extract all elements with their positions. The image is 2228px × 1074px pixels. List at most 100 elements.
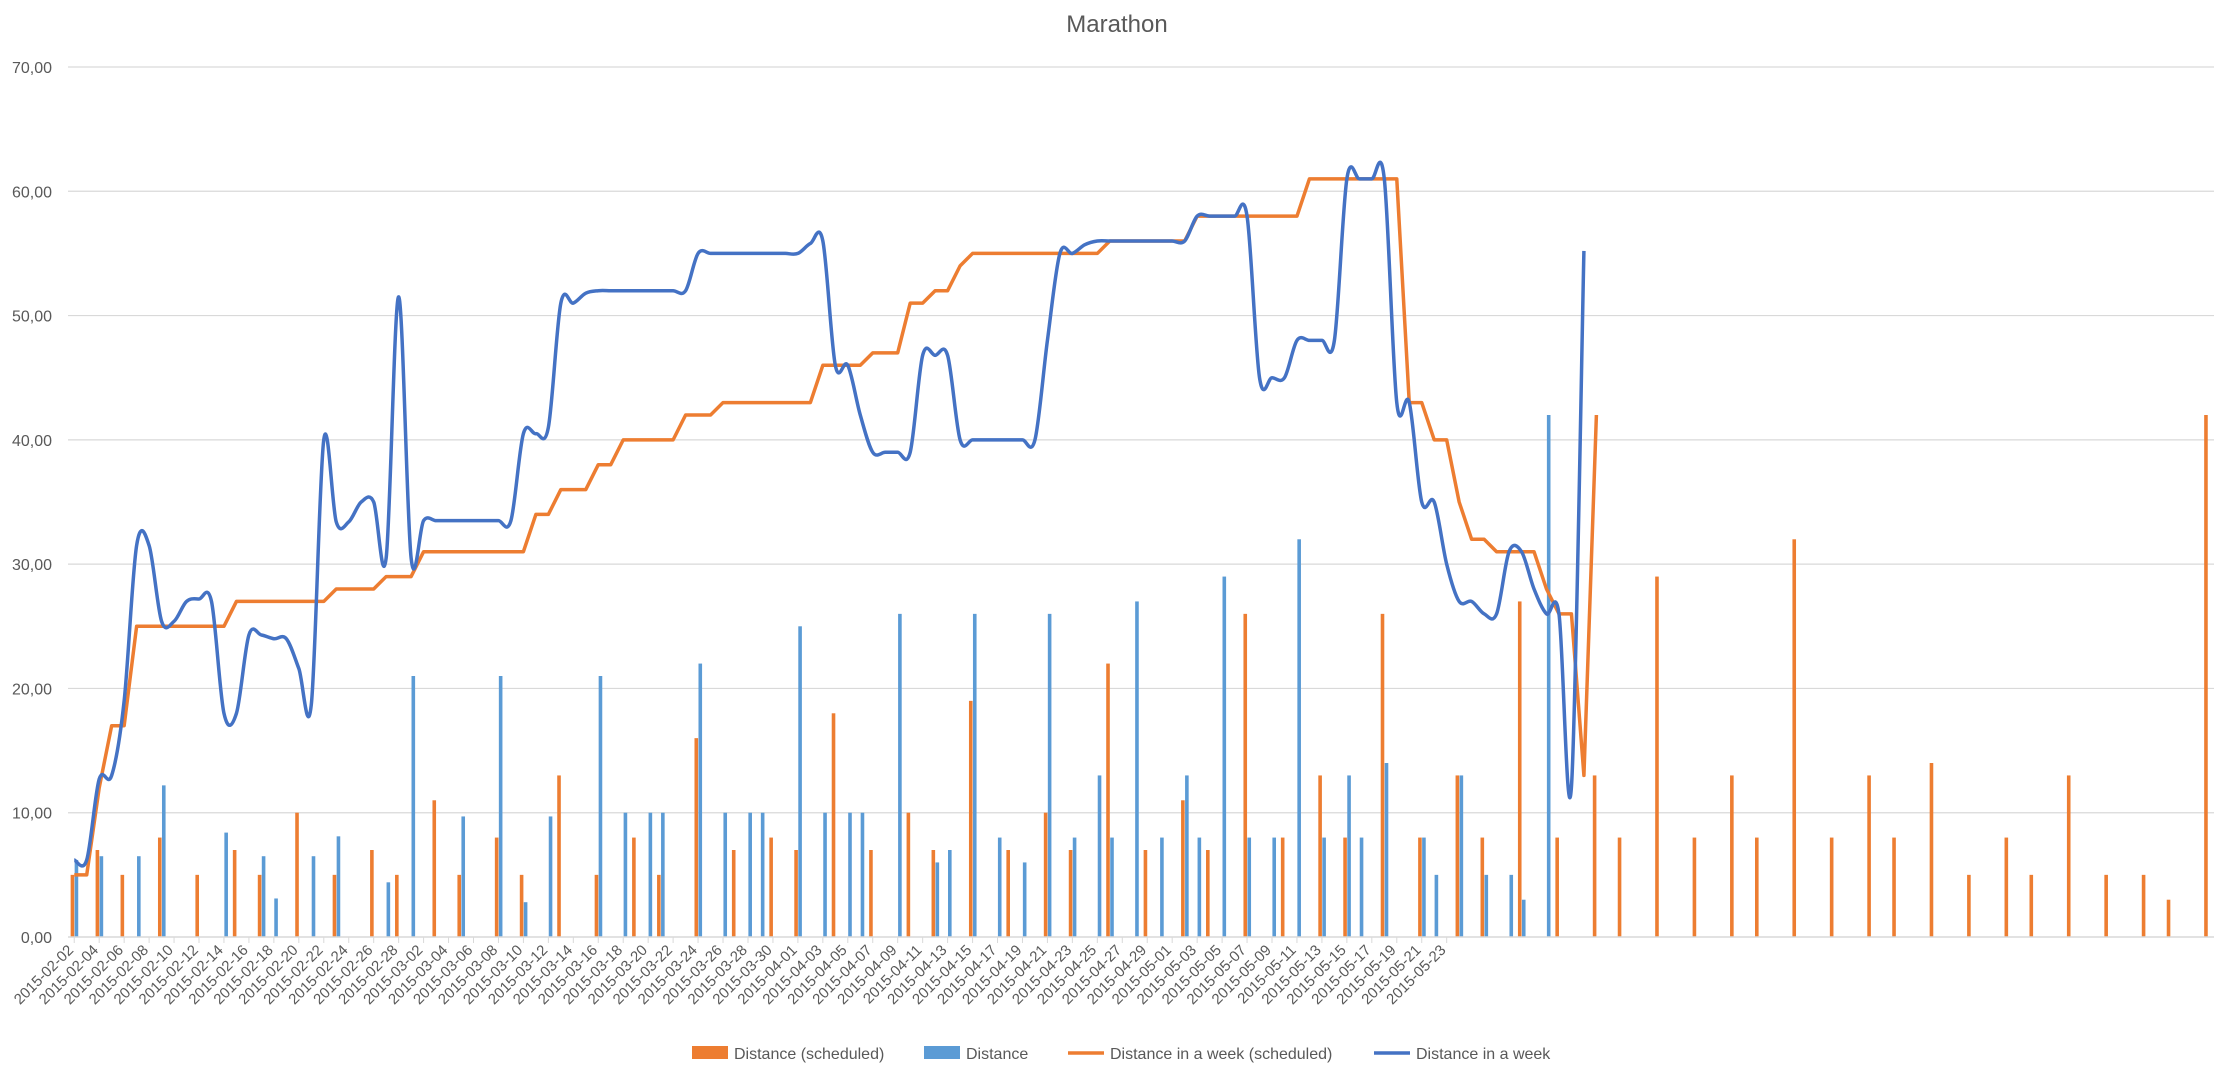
bar-distance [99,856,104,937]
bar-distance [336,836,341,937]
bar-distance [948,850,952,937]
bar-distance [661,812,665,937]
bar-distance [1160,837,1164,937]
bar-distance [1185,775,1189,937]
bar-distance-scheduled [931,850,936,937]
y-tick-label: 30,00 [12,557,52,574]
bar-distance [997,837,1002,937]
bar-distance [1521,899,1526,937]
gridlines [68,66,2214,814]
bar-distance-scheduled [519,874,524,937]
bar-distance [1297,539,1301,937]
bar-distance [224,832,228,937]
y-tick-label: 20,00 [12,681,52,698]
bar-distance-scheduled [1068,850,1073,937]
legend-label: Distance (scheduled) [734,1046,884,1063]
bar-distance-scheduled [1318,775,1322,937]
bar-distance-scheduled [2066,775,2071,937]
y-tick-label: 40,00 [12,433,52,450]
bar-distance-scheduled [332,874,337,937]
bar-distance-scheduled [657,874,661,937]
bar-distance-scheduled [2141,874,2146,937]
legend-label: Distance in a week (scheduled) [1110,1046,1332,1063]
bar-distance-scheduled [1517,601,1522,937]
bar-distance-scheduled [1892,837,1896,937]
bar-distance [1322,837,1326,937]
y-tick-label: 60,00 [12,184,52,201]
bar-distance-scheduled [769,837,773,937]
bar-distance [972,613,977,937]
bar-distance [1384,763,1389,937]
bar-distance [1135,601,1139,937]
bar-distance-scheduled [1243,613,1248,937]
legend-swatch [924,1046,960,1059]
bar-distance-scheduled [157,837,162,937]
bar-distance-scheduled [1480,837,1485,937]
bar-distance-scheduled [794,850,798,937]
bar-distance [1197,837,1202,937]
bar-distance-scheduled [906,812,911,937]
bar-distance-scheduled [1592,775,1597,937]
bar-distance-scheduled [2104,874,2108,937]
bar-distance [1546,415,1551,937]
bar-distance-scheduled [1455,775,1460,937]
bar-distance-scheduled [295,812,299,937]
series-distance-week-line [73,160,1586,868]
bar-distance-scheduled [2004,837,2009,937]
bar-distance-scheduled [1181,800,1185,937]
bar-distance-scheduled [1555,837,1559,937]
bar-distance-scheduled [869,850,873,937]
y-tick-label: 50,00 [12,309,52,326]
bar-distance [137,856,141,937]
bar-distance-scheduled [257,874,262,937]
bar-distance [760,812,765,937]
bar-distance-scheduled [1380,613,1385,937]
bar-distance [1272,837,1277,937]
bar-distance [1222,576,1227,937]
bar-distance-scheduled [594,874,599,937]
bar-distance-scheduled [1206,850,1210,937]
bar-distance-scheduled [557,775,561,937]
bar-distance-scheduled [195,874,200,937]
series-distance-week-scheduled-line [74,177,1599,877]
bar-distance-scheduled [1143,850,1148,937]
bar-distance-scheduled [1867,775,1871,937]
bar-distance [1347,775,1351,937]
x-axis: 2015-02-022015-02-042015-02-062015-02-08… [11,937,1450,1008]
bar-distance [860,812,865,937]
y-tick-label: 0,00 [21,930,52,947]
y-axis: 0,00 10,00 20,00 30,00 40,00 50,00 60,00 70,00 [12,60,52,947]
bar-distance [1047,613,1052,937]
bar-distance [461,816,466,937]
bar-distance-scheduled [968,700,973,937]
bar-distance-scheduled [395,874,399,937]
bar-distance-scheduled [2029,874,2034,937]
bar-distance [748,812,752,937]
bar-distance-scheduled [1692,837,1697,937]
bar-distance-scheduled [694,738,699,937]
bar-distance [311,856,316,937]
bar-distance [598,676,603,937]
bar-distance [1422,837,1426,937]
bar-distance [1097,775,1102,937]
legend: Distance (scheduled) Distance Distance in … [692,1046,1551,1063]
bar-distance [1247,837,1252,937]
y-tick-label: 70,00 [12,60,52,77]
bar-distance-scheduled [1792,539,1797,937]
bar-distance [548,816,553,937]
bar-distance [935,862,940,937]
bar-distance [823,812,827,937]
bar-distance [723,812,728,937]
series-distance-scheduled-bars [70,415,2208,937]
bar-distance-scheduled [1617,837,1622,937]
bar-distance [1459,775,1464,937]
bar-distance-scheduled [1967,874,1971,937]
bar-distance-scheduled [1929,763,1934,937]
legend-label: Distance [966,1046,1028,1063]
bar-distance-scheduled [1829,837,1834,937]
bar-distance [74,859,79,937]
bar-distance [1110,837,1114,937]
bar-distance-scheduled [1043,812,1048,937]
chart-title: Marathon [1066,11,1167,38]
